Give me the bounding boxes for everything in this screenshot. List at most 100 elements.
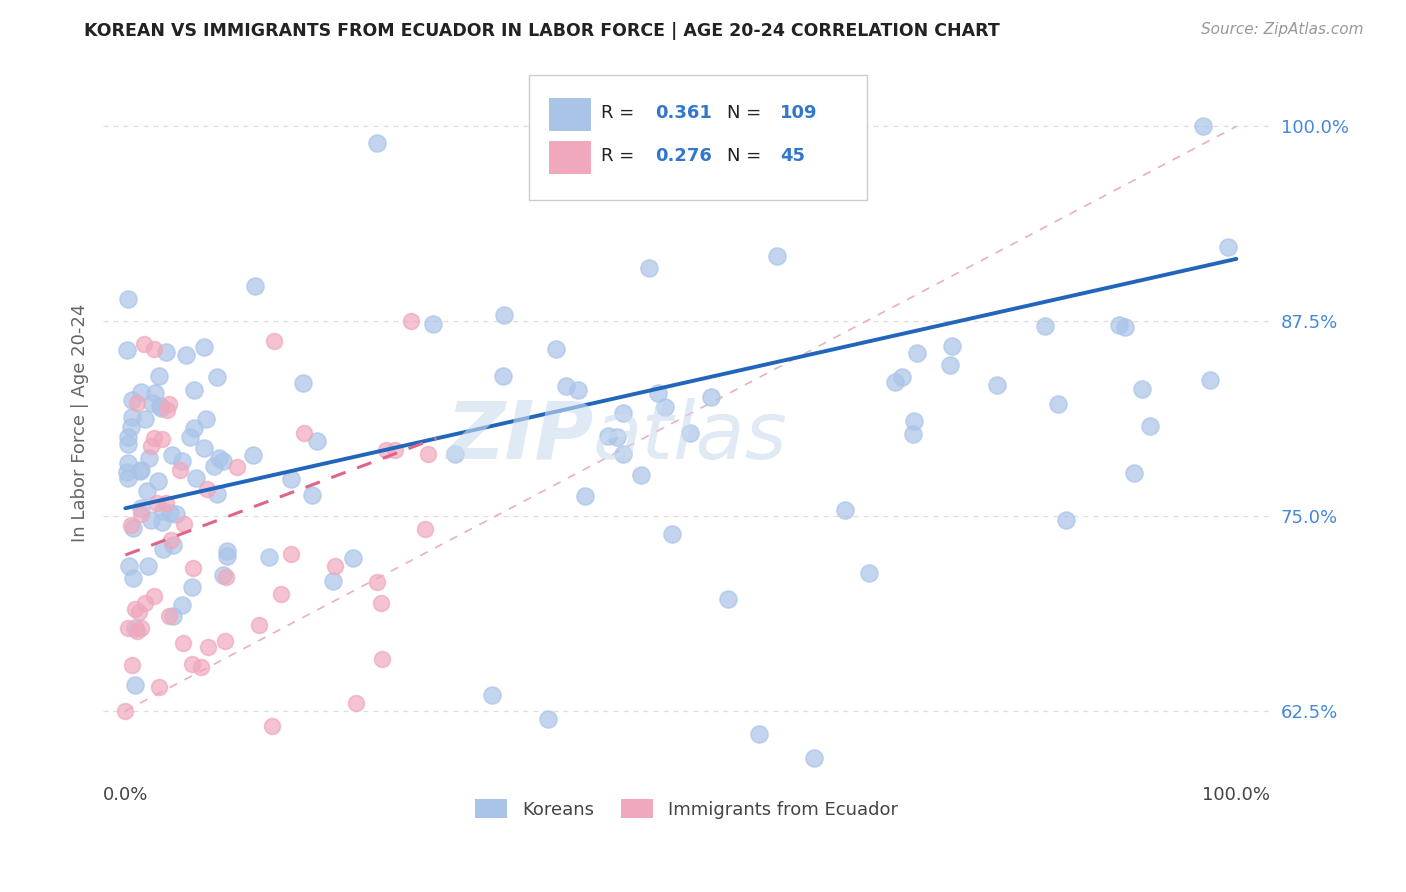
Point bbox=[195, 412, 218, 426]
Point bbox=[159, 506, 181, 520]
Point bbox=[117, 621, 139, 635]
Text: Source: ZipAtlas.com: Source: ZipAtlas.com bbox=[1201, 22, 1364, 37]
Point bbox=[117, 471, 139, 485]
Point bbox=[146, 474, 169, 488]
Point bbox=[717, 591, 740, 606]
Point bbox=[247, 618, 270, 632]
Text: atlas: atlas bbox=[593, 398, 787, 475]
Point bbox=[384, 442, 406, 457]
Point bbox=[138, 450, 160, 465]
Point bbox=[1192, 120, 1215, 134]
Point bbox=[150, 401, 173, 416]
Point bbox=[179, 429, 201, 443]
Point bbox=[139, 513, 162, 527]
Point bbox=[1046, 397, 1069, 411]
Point bbox=[322, 574, 344, 589]
Point bbox=[121, 571, 143, 585]
Point bbox=[127, 624, 149, 638]
Point bbox=[1130, 382, 1153, 396]
Point bbox=[1123, 466, 1146, 480]
Point bbox=[134, 596, 156, 610]
Point bbox=[172, 635, 194, 649]
Point bbox=[292, 425, 315, 440]
Point bbox=[323, 559, 346, 574]
Point bbox=[157, 397, 180, 411]
Point bbox=[136, 559, 159, 574]
Point bbox=[596, 429, 619, 443]
Point bbox=[416, 447, 439, 461]
Point bbox=[307, 434, 329, 448]
Point bbox=[148, 369, 170, 384]
Point bbox=[858, 566, 880, 580]
Point bbox=[162, 609, 184, 624]
Point bbox=[195, 482, 218, 496]
Point bbox=[215, 543, 238, 558]
Point bbox=[155, 495, 177, 509]
Point bbox=[162, 538, 184, 552]
Point bbox=[156, 403, 179, 417]
Legend: Koreans, Immigrants from Ecuador: Koreans, Immigrants from Ecuador bbox=[468, 791, 905, 826]
Point bbox=[280, 472, 302, 486]
Point bbox=[124, 678, 146, 692]
Point bbox=[280, 547, 302, 561]
Point bbox=[638, 261, 661, 276]
Y-axis label: In Labor Force | Age 20-24: In Labor Force | Age 20-24 bbox=[72, 303, 89, 541]
Point bbox=[117, 436, 139, 450]
Point bbox=[183, 383, 205, 397]
Point bbox=[574, 489, 596, 503]
Point bbox=[143, 589, 166, 603]
Point bbox=[143, 431, 166, 445]
Point bbox=[1033, 319, 1056, 334]
Point bbox=[211, 567, 233, 582]
Point bbox=[121, 409, 143, 424]
Point bbox=[301, 488, 323, 502]
Point bbox=[661, 526, 683, 541]
Point bbox=[120, 420, 142, 434]
Text: N =: N = bbox=[727, 147, 768, 165]
Point bbox=[121, 657, 143, 672]
Text: ZIP: ZIP bbox=[446, 398, 593, 475]
Point bbox=[654, 401, 676, 415]
Point bbox=[124, 601, 146, 615]
Point bbox=[211, 454, 233, 468]
Point bbox=[366, 574, 388, 589]
Point bbox=[903, 414, 925, 428]
Point bbox=[174, 348, 197, 362]
Text: N =: N = bbox=[727, 103, 768, 122]
Point bbox=[748, 727, 770, 741]
Point bbox=[834, 503, 856, 517]
Point bbox=[134, 411, 156, 425]
Point bbox=[481, 688, 503, 702]
Point bbox=[134, 337, 156, 351]
Point bbox=[259, 550, 281, 565]
Point bbox=[170, 598, 193, 612]
Point bbox=[181, 580, 204, 594]
Text: R =: R = bbox=[602, 147, 640, 165]
Point bbox=[262, 719, 284, 733]
Point bbox=[536, 712, 558, 726]
Point bbox=[374, 442, 396, 457]
Point bbox=[344, 696, 367, 710]
Point bbox=[136, 484, 159, 499]
Point bbox=[263, 334, 285, 348]
Point bbox=[1139, 419, 1161, 434]
Point bbox=[117, 292, 139, 306]
Point bbox=[127, 396, 149, 410]
Point bbox=[193, 341, 215, 355]
Point bbox=[803, 750, 825, 764]
Point bbox=[883, 375, 905, 389]
Point bbox=[207, 487, 229, 501]
Point bbox=[630, 467, 652, 482]
Point bbox=[225, 460, 247, 475]
Point bbox=[366, 136, 388, 150]
Point bbox=[606, 430, 628, 444]
Point bbox=[120, 518, 142, 533]
Point bbox=[129, 501, 152, 516]
Point bbox=[546, 342, 568, 356]
Point bbox=[612, 406, 634, 420]
Point bbox=[190, 660, 212, 674]
Point bbox=[679, 425, 702, 440]
Point bbox=[129, 464, 152, 478]
Point bbox=[986, 378, 1008, 392]
Point bbox=[492, 369, 515, 384]
